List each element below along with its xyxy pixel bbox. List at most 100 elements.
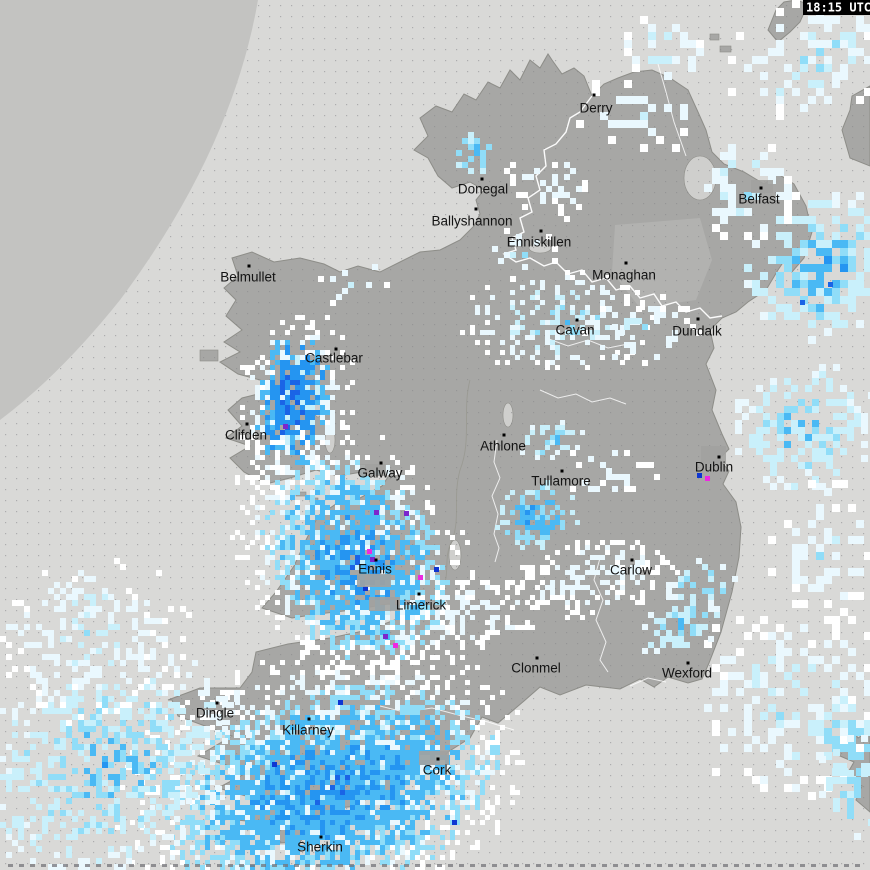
rain-cell <box>315 735 320 740</box>
rain-cell <box>420 705 425 710</box>
rain-cell <box>275 815 280 820</box>
rain-cell <box>415 580 420 585</box>
rain-cell <box>365 535 370 540</box>
rain-cell <box>30 672 36 678</box>
rain-cell <box>350 790 355 795</box>
rain-cell <box>792 280 800 288</box>
rain-cell <box>225 855 230 860</box>
rain-cell <box>385 565 390 570</box>
rain-cell <box>285 570 290 575</box>
rain-cell <box>832 232 840 240</box>
rain-cell <box>335 805 340 810</box>
rain-cell <box>145 865 150 870</box>
rain-cell <box>90 822 96 828</box>
rain-cell <box>210 714 216 720</box>
rain-cell <box>235 850 240 855</box>
rain-cell <box>72 576 78 582</box>
rain-cell <box>325 790 330 795</box>
rain-cell <box>475 765 480 770</box>
rain-cell <box>255 795 260 800</box>
rain-cell <box>60 624 66 630</box>
rain-cell <box>108 852 114 858</box>
rain-cell <box>450 750 455 755</box>
rain-cell <box>385 690 390 695</box>
rain-cell <box>210 792 216 798</box>
rain-cell <box>250 795 255 800</box>
rain-cell <box>345 810 350 815</box>
rain-cell <box>410 705 415 710</box>
rain-cell <box>300 425 305 430</box>
rain-cell <box>410 740 415 745</box>
rain-cell <box>490 810 495 815</box>
rain-cell <box>864 248 870 256</box>
rain-cell <box>48 702 54 708</box>
rain-cell <box>405 710 410 715</box>
rain-cell <box>270 445 275 450</box>
rain-cell <box>310 625 315 630</box>
rain-cell <box>300 525 305 530</box>
rain-cell <box>435 655 440 660</box>
rain-cell <box>480 156 486 162</box>
rain-cell <box>310 845 315 850</box>
rain-cell <box>455 550 460 555</box>
rain-cell <box>36 774 42 780</box>
rain-cell <box>365 755 370 760</box>
rain-cell <box>280 525 285 530</box>
rain-cell <box>6 744 12 750</box>
rain-cell <box>565 430 570 435</box>
county-border <box>491 439 501 563</box>
rain-cell <box>96 702 102 708</box>
rain-cell <box>290 515 295 520</box>
rain-cell <box>320 770 325 775</box>
rain-cell <box>576 204 582 210</box>
rain-cell <box>170 865 175 870</box>
rain-cell <box>255 360 260 365</box>
rain-cell <box>410 715 415 720</box>
rain-cell <box>156 744 162 750</box>
rain-cell <box>495 765 500 770</box>
rain-cell <box>370 645 375 650</box>
rain-cell <box>666 336 672 342</box>
rain-cell <box>265 835 270 840</box>
rain-cell <box>115 825 120 830</box>
rain-cell <box>832 216 840 224</box>
rain-cell <box>90 714 96 720</box>
rain-cell <box>96 792 102 798</box>
rain-cell <box>365 530 370 535</box>
rain-cell <box>310 615 315 620</box>
rain-cell <box>42 690 48 696</box>
rain-cell <box>320 465 325 470</box>
rain-cell <box>150 738 156 744</box>
rain-cell <box>530 310 535 315</box>
rain-cell <box>54 738 60 744</box>
rain-cell <box>285 420 290 425</box>
rain-cell <box>410 720 415 725</box>
rain-cell <box>455 750 460 755</box>
rain-cell <box>335 465 340 470</box>
rain-cell <box>280 580 285 585</box>
rain-cell <box>285 545 290 550</box>
rain-cell <box>350 725 355 730</box>
rain-cell <box>310 350 315 355</box>
rain-cell <box>375 640 380 645</box>
rain-cell <box>220 835 225 840</box>
rain-cell <box>540 530 545 535</box>
rain-cell <box>114 798 120 804</box>
rain-cell <box>330 460 335 465</box>
rain-cell <box>385 715 390 720</box>
rain-cell <box>310 465 315 470</box>
rain-cell <box>255 805 260 810</box>
rain-cell <box>350 740 355 745</box>
rain-cell <box>360 630 365 635</box>
rain-cell <box>848 240 856 248</box>
rain-cell <box>260 490 265 495</box>
rain-cell <box>108 612 114 618</box>
rain-cell <box>365 690 370 695</box>
rain-cell <box>465 830 470 835</box>
rain-cell <box>380 540 385 545</box>
rain-cell <box>310 360 315 365</box>
rain-cell <box>280 500 285 505</box>
rain-cell <box>390 625 395 630</box>
rain-cell <box>704 184 712 192</box>
rain-cell <box>335 795 340 800</box>
